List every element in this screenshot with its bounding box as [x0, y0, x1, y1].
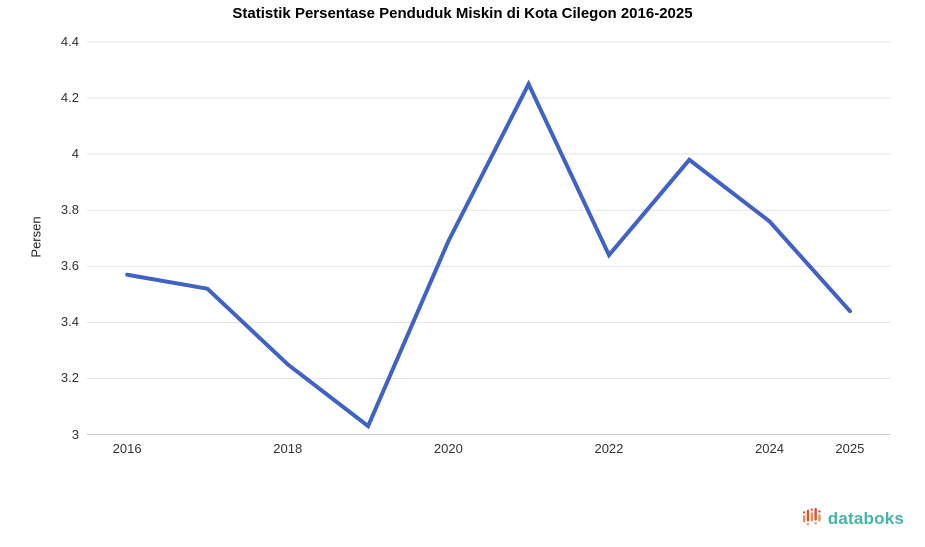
y-tick-label: 4.2	[60, 90, 79, 106]
y-tick-label: 3.2	[60, 370, 79, 386]
y-tick-label: 3.4	[60, 314, 79, 330]
y-tick-label: 3.6	[60, 258, 79, 274]
x-tick-label: 2016	[112, 441, 142, 456]
y-tick-label: 4.4	[60, 34, 79, 49]
y-tick-label: 4	[71, 146, 79, 162]
databoks-logo-text: databoks	[827, 509, 904, 528]
x-tick-label: 2022	[594, 441, 624, 456]
y-tick-label: 3.8	[60, 202, 79, 218]
x-tick-label: 2025	[835, 441, 865, 456]
databoks-logo[interactable]: databoks	[802, 506, 904, 532]
x-tick-label: 2024	[755, 441, 784, 456]
databoks-bars-icon	[802, 506, 824, 533]
line-series[interactable]	[125, 79, 852, 430]
chart-title: Statistik Persentase Penduduk Miskin di …	[232, 5, 693, 22]
x-tick-label: 2018	[273, 441, 303, 456]
y-tick-label: 3	[71, 426, 79, 442]
x-tick-label: 2020	[433, 441, 463, 456]
